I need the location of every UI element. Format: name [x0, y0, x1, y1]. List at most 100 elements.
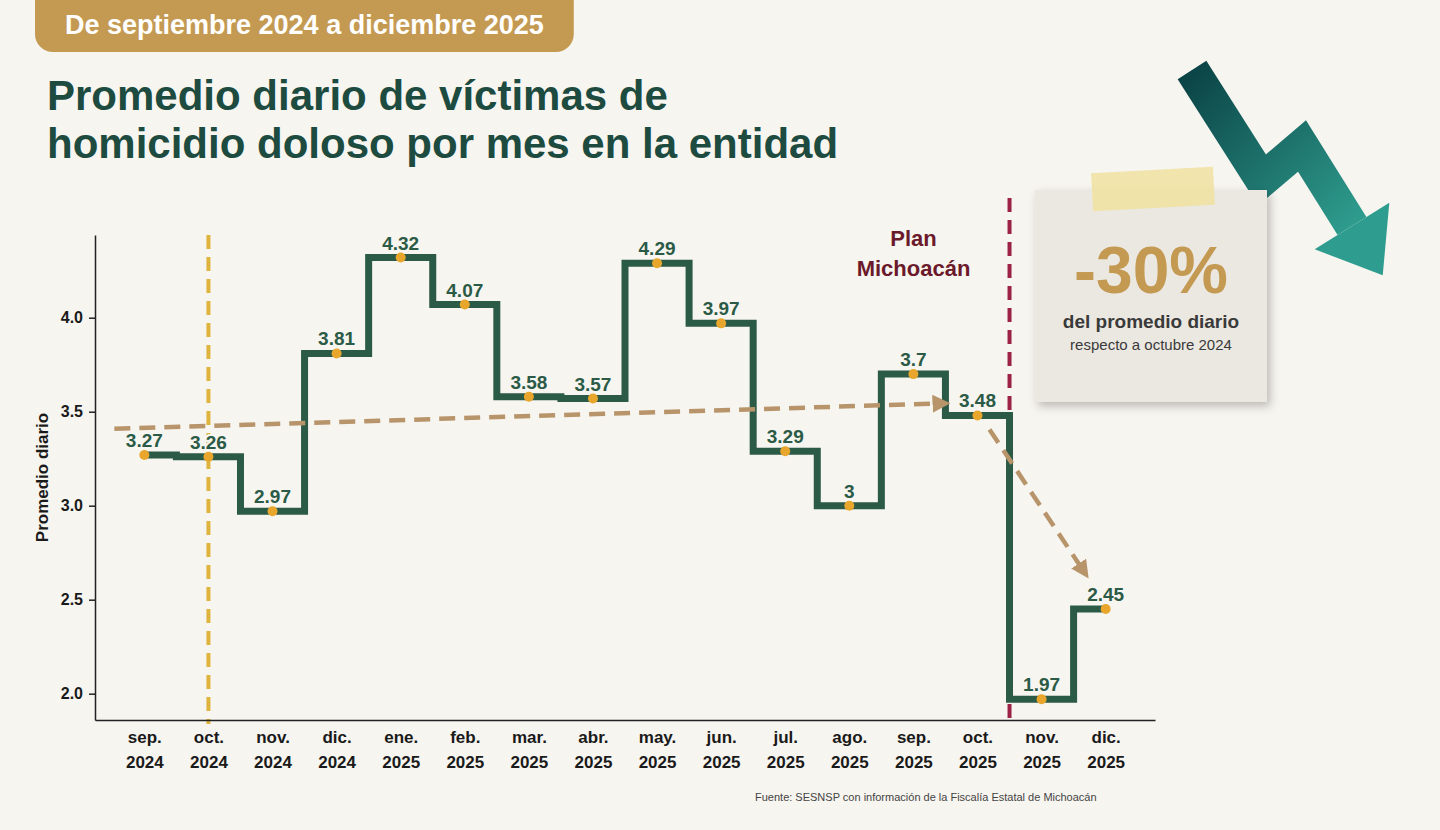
point: [1101, 604, 1111, 614]
x-tick-label-line: jul.: [772, 728, 798, 747]
x-tick-label: dic. 2024: [318, 728, 356, 772]
reference-label-line: Michoacán: [857, 256, 971, 281]
x-tick: dic. 2024: [318, 728, 356, 772]
x-tick: sep. 2024: [126, 728, 164, 772]
point: [1037, 694, 1047, 704]
point: [268, 506, 278, 516]
x-tick-label-line: 2024: [190, 753, 228, 772]
x-tick-label: sep. 2024: [126, 728, 164, 772]
data-label: 4.07: [446, 280, 483, 301]
x-tick-label: oct. 2025: [959, 728, 997, 772]
y-axis-title: Promedio diario: [33, 413, 52, 542]
x-tick-label-line: ago.: [832, 728, 867, 747]
y-tick: 3.5: [61, 403, 95, 420]
x-tick-label-line: abr.: [578, 728, 608, 747]
y-tick-mark: [89, 599, 95, 601]
y-tick-mark: [89, 505, 95, 507]
data-label: 3.48: [959, 390, 996, 411]
y-axis-line: [95, 236, 97, 721]
x-tick-label: dic.2025: [1087, 728, 1125, 772]
x-tick: jun. 2025: [703, 728, 741, 772]
x-tick-label-line: 2025: [959, 753, 997, 772]
x-tick-label: may.2025: [639, 728, 677, 772]
point: [139, 450, 149, 460]
source: Fuente: SESNSP con información de la Fis…: [755, 791, 1097, 803]
callout-line: del promedio diario: [1063, 311, 1239, 332]
y-tick-mark: [89, 693, 95, 695]
x-tick: abr. 2025: [575, 728, 613, 772]
x-tick-label-line: sep.: [128, 728, 162, 747]
y-tick-label: 4.0: [61, 309, 83, 326]
y-tick-label: 2.0: [61, 685, 83, 702]
x-tick-label-line: oct.: [963, 728, 993, 747]
decor-arrow-head: [1315, 203, 1390, 276]
point: [716, 318, 726, 328]
data-label: 3.7: [900, 349, 926, 370]
x-tick-label-line: dic.: [322, 728, 351, 747]
data-label: 3.26: [190, 432, 227, 453]
x-tick-label-line: 2024: [318, 753, 356, 772]
x-tick: nov.2025: [1023, 728, 1061, 772]
x-tick-label-line: 2025: [575, 753, 613, 772]
reference-label: PlanMichoacán: [857, 226, 971, 281]
point: [780, 446, 790, 456]
x-tick-label-line: jun.: [706, 728, 737, 747]
callout-line: respecto a octubre 2024: [1070, 336, 1232, 353]
callout-tape: [1091, 167, 1215, 211]
x-tick-label: ene.2025: [382, 728, 420, 772]
x-tick: ago.2025: [831, 728, 869, 772]
plot: [139, 253, 1110, 705]
x-tick-label-line: nov.: [1025, 728, 1059, 747]
x-tick-label-line: 2025: [382, 753, 420, 772]
x-tick-label-line: oct.: [194, 728, 224, 747]
data-label: 4.29: [639, 238, 676, 259]
point: [844, 501, 854, 511]
x-tick-label-line: 2024: [126, 753, 164, 772]
x-tick-label-line: 2024: [254, 753, 292, 772]
x-axis: sep. 2024 oct. 2024 nov. 2024 dic. 2024 ene.2025…: [96, 721, 1156, 773]
reference-line: [206, 235, 210, 724]
x-tick-label-line: feb.: [450, 728, 480, 747]
data-label: 1.97: [1023, 674, 1060, 695]
header: De septiembre 2024 a diciembre 2025: [65, 10, 544, 40]
x-tick: ene.2025: [382, 728, 420, 772]
x-tick-label-line: mar.: [512, 728, 547, 747]
callout-value: -30%: [1074, 233, 1228, 307]
x-tick-label-line: 2025: [446, 753, 484, 772]
background: [0, 0, 1440, 830]
x-tick-label-line: 2025: [639, 753, 677, 772]
point: [203, 452, 213, 462]
x-tick: may.2025: [639, 728, 677, 772]
point: [972, 410, 982, 420]
x-tick-label: mar. 2025: [510, 728, 548, 772]
x-tick-label: jun. 2025: [703, 728, 741, 772]
y-tick-label: 3.0: [61, 497, 83, 514]
data-label: 3.29: [767, 426, 804, 447]
y-tick: 3.0: [61, 497, 95, 514]
x-tick-label-line: 2025: [510, 753, 548, 772]
data-label: 3.97: [703, 298, 740, 319]
x-tick-label-line: 2025: [767, 753, 805, 772]
x-tick-label: abr. 2025: [575, 728, 613, 772]
x-tick-label: oct. 2024: [190, 728, 228, 772]
point: [332, 348, 342, 358]
y-tick: 2.5: [61, 591, 95, 608]
x-tick-label: nov.2025: [1023, 728, 1061, 772]
x-tick-label: feb. 2025: [446, 728, 484, 772]
data-label: 3.27: [126, 430, 163, 451]
y-axis: 2.0 2.5 3.0 3.5 4.0: [61, 236, 96, 721]
data-label: 2.97: [254, 486, 291, 507]
title: Promedio diario de víctimas dehomicidio …: [47, 72, 838, 167]
x-tick-label-line: 2025: [895, 753, 933, 772]
point: [588, 394, 598, 404]
y-tick-mark: [89, 411, 95, 413]
point: [460, 300, 470, 310]
data-label: 3.57: [574, 374, 611, 395]
x-tick-label-line: dic.: [1092, 728, 1121, 747]
point: [908, 369, 918, 379]
data-label: 3.81: [318, 328, 355, 349]
point: [652, 258, 662, 268]
title-line: homicidio doloso por mes en la entidad: [47, 120, 838, 167]
data-label: 3: [844, 481, 855, 502]
x-tick-label-line: 2025: [703, 753, 741, 772]
